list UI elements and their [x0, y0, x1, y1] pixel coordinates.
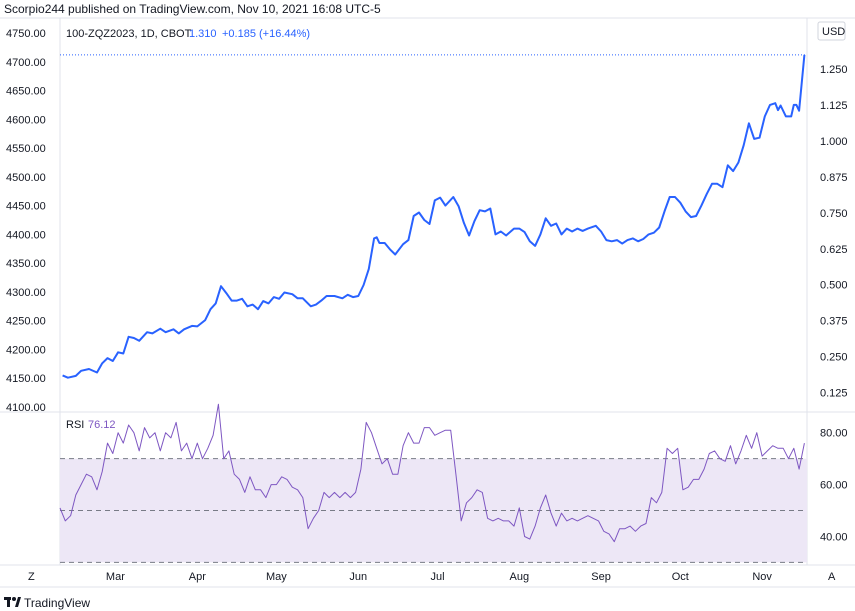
header-bar: [0, 0, 855, 18]
time-axis-tick-label: Aug: [510, 571, 530, 583]
left-price-axis: 4750.00 4700.00 4650.00 4600.00 4550.00 4500.…: [6, 28, 46, 414]
right-axis-tick-label: 1.250: [820, 64, 848, 76]
right-axis-tick-label: 0.625: [820, 244, 848, 256]
time-axis-tick-label: Apr: [189, 571, 206, 583]
left-axis-tick-label: 4350.00: [6, 258, 46, 270]
right-axis-tick-label: 0.250: [820, 352, 848, 364]
right-axis-tick-label: 1.125: [820, 100, 848, 112]
right-axis-tick-label: 0.500: [820, 280, 848, 292]
time-axis-tick-label: Jul: [430, 571, 444, 583]
currency-label: USD: [822, 26, 845, 38]
left-axis-tick-label: 4400.00: [6, 229, 46, 241]
rsi-legend-label: RSI: [66, 419, 84, 431]
left-axis-tick-label: 4600.00: [6, 114, 46, 126]
footer-brand: TradingView: [24, 596, 90, 610]
rsi-legend-value: 76.12: [88, 419, 116, 431]
time-axis-tick-label: Sep: [591, 571, 611, 583]
tradingview-logo-icon: [4, 597, 21, 607]
right-axis-tick-label: 0.125: [820, 388, 848, 400]
left-axis-tick-label: 4300.00: [6, 287, 46, 299]
rsi-legend: RSI 76.12: [66, 419, 116, 431]
left-axis-tick-label: 4700.00: [6, 57, 46, 69]
rsi-axis: 80.00 60.00 40.00: [820, 428, 848, 544]
symbol-legend: 100-ZQZ2023, 1D, CBOT 1.310 +0.185 (+16.…: [66, 28, 310, 40]
legend-symbol: 100-ZQZ2023, 1D, CBOT: [66, 28, 192, 40]
right-axis-tick-label: 0.875: [820, 172, 848, 184]
time-axis: Mar Apr May Jun Jul Aug Sep Oct Nov: [106, 571, 772, 583]
auto-scale-button[interactable]: A: [828, 571, 836, 583]
left-axis-tick-label: 4550.00: [6, 143, 46, 155]
legend-change: +0.185 (+16.44%): [222, 28, 310, 40]
left-axis-tick-label: 4200.00: [6, 345, 46, 357]
right-axis-tick-label: 0.750: [820, 208, 848, 220]
tradingview-logo: TradingView: [4, 596, 90, 610]
legend-last-price: 1.310: [189, 28, 217, 40]
right-axis-tick-label: 0.375: [820, 316, 848, 328]
time-axis-tick-label: May: [266, 571, 287, 583]
time-axis-tick-label: Mar: [106, 571, 125, 583]
right-axis-tick-label: 1.000: [820, 136, 848, 148]
time-axis-tick-label: Oct: [672, 571, 689, 583]
left-axis-tick-label: 4250.00: [6, 316, 46, 328]
rsi-axis-tick-label: 40.00: [820, 532, 848, 544]
currency-button[interactable]: USD: [817, 21, 846, 41]
zoom-button[interactable]: Z: [28, 571, 35, 583]
auto-scale-button-label: A: [828, 571, 836, 583]
zoom-button-label: Z: [28, 571, 35, 583]
rsi-axis-tick-label: 80.00: [820, 428, 848, 440]
left-axis-tick-label: 4450.00: [6, 201, 46, 213]
published-caption: Scorpio244 published on TradingView.com,…: [4, 2, 381, 16]
time-axis-tick-label: Jun: [349, 571, 367, 583]
left-axis-tick-label: 4150.00: [6, 373, 46, 385]
time-axis-tick-label: Nov: [752, 571, 772, 583]
right-price-axis: 1.250 1.125 1.000 0.875 0.750 0.625 0.500 0.375…: [820, 64, 848, 400]
rsi-axis-tick-label: 60.00: [820, 480, 848, 492]
rsi-series-line: [59, 403, 805, 543]
price-series-line: [62, 54, 806, 379]
left-axis-tick-label: 4750.00: [6, 28, 46, 40]
left-axis-tick-label: 4650.00: [6, 86, 46, 98]
left-axis-tick-label: 4100.00: [6, 402, 46, 414]
left-axis-tick-label: 4500.00: [6, 172, 46, 184]
